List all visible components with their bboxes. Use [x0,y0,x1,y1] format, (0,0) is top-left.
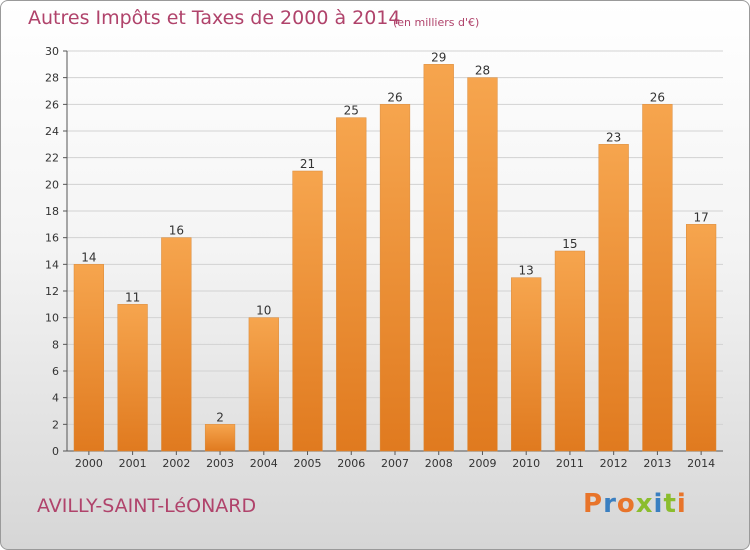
data-label: 21 [300,157,315,171]
x-tick-label: 2009 [468,457,496,470]
data-label: 26 [387,90,402,104]
x-tick-label: 2011 [556,457,584,470]
x-tick-label: 2010 [512,457,540,470]
data-label: 10 [256,304,271,318]
data-label: 13 [519,264,534,278]
data-label: 29 [431,50,446,64]
logo-letter: x [635,489,654,519]
bar-2008 [423,64,454,452]
y-tick-label: 26 [45,98,59,111]
data-label: 16 [169,224,184,238]
x-tick-label: 2013 [643,457,671,470]
bar-2002 [161,237,192,452]
x-tick-label: 2003 [206,457,234,470]
logo-letter: i [653,489,664,519]
y-tick-label: 14 [45,258,59,271]
x-tick-label: 2004 [250,457,278,470]
bar-2005 [292,170,323,452]
y-tick-label: 20 [45,178,59,191]
y-tick-label: 2 [52,418,59,431]
bar-2010 [511,277,542,452]
bar-2011 [554,250,586,452]
data-label: 23 [606,130,621,144]
bar-2009 [467,77,498,452]
bar-2006 [336,117,367,452]
x-tick-label: 2007 [381,457,409,470]
city-name: AVILLY-SAINT-LéONARD [37,495,257,517]
x-tick-label: 2006 [337,457,365,470]
data-label: 2 [216,410,224,424]
proxiti-logo[interactable]: Proxiti [583,489,687,519]
bars [73,64,717,452]
x-tick-label: 2008 [425,457,453,470]
data-label: 26 [650,90,665,104]
logo-letter: r [603,489,617,519]
y-tick-label: 10 [45,312,59,325]
logo-letter: P [583,489,604,519]
bar-2000 [73,264,104,452]
data-label: 28 [475,64,490,78]
data-label: 11 [125,290,140,304]
x-tick-label: 2000 [75,457,103,470]
data-label: 25 [344,104,359,118]
y-tick-label: 12 [45,285,59,298]
x-tick-label: 2012 [600,457,628,470]
data-label: 14 [81,250,96,264]
logo-letter: i [676,489,687,519]
y-tick-label: 6 [52,365,59,378]
x-tick-label: 2001 [119,457,147,470]
data-label: 17 [693,210,708,224]
data-label: 15 [562,237,577,251]
chart-subtitle: (en milliers d'€) [393,16,480,29]
y-tick-label: 16 [45,232,59,245]
chart-title: Autres Impôts et Taxes de 2000 à 2014 [28,7,401,29]
x-tick-label: 2005 [294,457,322,470]
y-tick-label: 0 [52,445,59,458]
y-tick-label: 24 [45,125,59,138]
bar-2004 [248,317,279,452]
x-tick-label: 2002 [162,457,190,470]
data-labels: 14 11 16 2 10 21 25 26 29 28 13 15 23 26 17 [81,50,709,424]
bar-2012 [598,144,629,452]
bar-2007 [379,104,411,452]
logo-letter: t [663,489,677,519]
y-tick-label: 18 [45,205,59,218]
y-tick-label: 8 [52,338,59,351]
y-tick-label: 4 [52,392,59,405]
bar-2013 [642,104,673,452]
x-tick-label: 2014 [687,457,715,470]
y-tick-label: 30 [45,45,59,58]
y-tick-label: 28 [45,72,59,85]
bar-2001 [117,304,148,452]
y-tick-label: 22 [45,152,59,165]
logo-letter: o [616,489,636,519]
bar-2003 [204,424,236,452]
bar-2014 [686,224,717,452]
